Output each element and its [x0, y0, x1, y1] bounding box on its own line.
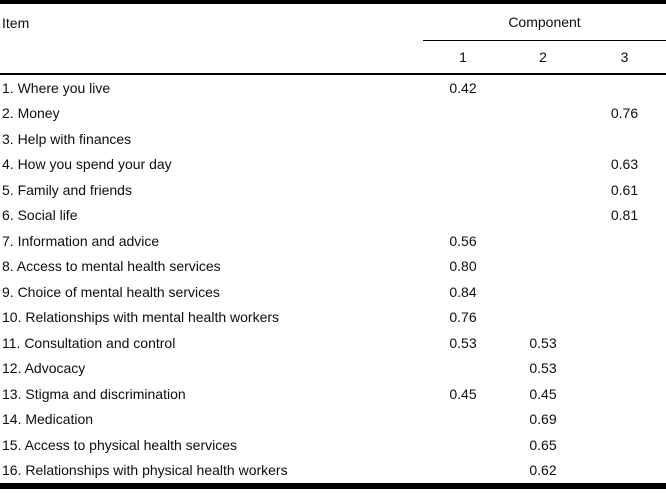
table-body: 1. Where you live 0.42 2. Money 0.76 3. … — [0, 74, 666, 486]
component-3-header: 3 — [583, 40, 666, 75]
table-row: 11. Consultation and control 0.53 0.53 — [0, 330, 666, 356]
item-label: 1. Where you live — [2, 79, 111, 96]
table-header: Item Component 1 2 3 — [0, 2, 666, 75]
loading-c1 — [423, 432, 503, 458]
table-row: 13. Stigma and discrimination 0.45 0.45 — [0, 381, 666, 407]
loading-c1 — [423, 177, 503, 203]
loading-c2: 0.53 — [529, 334, 557, 351]
loading-c3 — [583, 305, 666, 331]
item-label: 16. Relationships with physical health w… — [2, 462, 288, 479]
table-row: 3. Help with finances — [0, 126, 666, 152]
loading-c2 — [503, 254, 583, 280]
loading-c3 — [583, 407, 666, 433]
loading-c3 — [583, 432, 666, 458]
component-column-group-header: Component — [423, 2, 666, 41]
table-row: 6. Social life 0.81 — [0, 203, 666, 229]
table-row: 15. Access to physical health services 0… — [0, 432, 666, 458]
loading-c1: 0.56 — [449, 232, 477, 249]
loading-c2 — [503, 305, 583, 331]
table-row: 5. Family and friends 0.61 — [0, 177, 666, 203]
loading-c1: 0.45 — [449, 385, 477, 402]
item-label: 9. Choice of mental health services — [2, 283, 220, 300]
table-row: 4. How you spend your day 0.63 — [0, 152, 666, 178]
loading-c3 — [583, 279, 666, 305]
table-row: 14. Medication 0.69 — [0, 407, 666, 433]
loading-c1: 0.80 — [449, 258, 477, 275]
item-label: 4. How you spend your day — [2, 156, 172, 173]
item-label: 2. Money — [2, 105, 60, 122]
loading-c1 — [423, 458, 503, 487]
loading-c3 — [583, 126, 666, 152]
loading-c2: 0.45 — [529, 385, 557, 402]
loading-c3 — [583, 458, 666, 487]
loading-c2 — [503, 74, 583, 101]
loading-c3: 0.81 — [610, 207, 639, 224]
loading-c1 — [423, 356, 503, 382]
item-label: 8. Access to mental health services — [2, 258, 221, 275]
item-column-header: Item — [0, 2, 423, 75]
loading-c1 — [423, 203, 503, 229]
component-2-header: 2 — [503, 40, 583, 75]
item-label: 7. Information and advice — [2, 232, 160, 249]
table-row: 16. Relationships with physical health w… — [0, 458, 666, 487]
loading-c2 — [503, 101, 583, 127]
item-label: 3. Help with finances — [2, 130, 132, 147]
header-row-2: 1 2 3 — [0, 40, 666, 75]
loading-c2: 0.65 — [529, 436, 557, 453]
table-row: 10. Relationships with mental health wor… — [0, 305, 666, 331]
loading-c2 — [503, 279, 583, 305]
item-label: 11. Consultation and control — [2, 334, 176, 351]
item-label: 6. Social life — [2, 207, 78, 224]
loading-c1: 0.53 — [449, 334, 477, 351]
item-label: 5. Family and friends — [2, 181, 132, 198]
loading-c3 — [583, 228, 666, 254]
loading-c3: 0.63 — [610, 156, 639, 173]
table-row: 9. Choice of mental health services 0.84 — [0, 279, 666, 305]
loading-c2 — [503, 177, 583, 203]
table-row: 12. Advocacy 0.53 — [0, 356, 666, 382]
item-label: 13. Stigma and discrimination — [2, 385, 186, 402]
table-row: 2. Money 0.76 — [0, 101, 666, 127]
table-row: 8. Access to mental health services 0.80 — [0, 254, 666, 280]
loading-c1 — [423, 126, 503, 152]
loading-c2 — [503, 126, 583, 152]
component-1-header: 1 — [423, 40, 503, 75]
loading-c2: 0.53 — [529, 360, 557, 377]
item-label: 14. Medication — [2, 411, 94, 428]
loading-c2 — [503, 152, 583, 178]
loading-c3 — [583, 254, 666, 280]
loading-c1 — [423, 407, 503, 433]
loading-c3 — [583, 381, 666, 407]
loading-c3 — [583, 74, 666, 101]
table-row: 1. Where you live 0.42 — [0, 74, 666, 101]
item-label: 10. Relationships with mental health wor… — [2, 309, 280, 326]
loading-c1: 0.84 — [449, 283, 477, 300]
loading-c2: 0.62 — [529, 462, 557, 479]
loading-c1: 0.76 — [449, 309, 477, 326]
loading-c1 — [423, 152, 503, 178]
item-label: 15. Access to physical health services — [2, 436, 238, 453]
loading-c1 — [423, 101, 503, 127]
header-row-1: Item Component — [0, 2, 666, 75]
loading-c2: 0.69 — [529, 411, 557, 428]
loading-c2 — [503, 203, 583, 229]
loading-c3: 0.61 — [610, 181, 639, 198]
loading-c3 — [583, 330, 666, 356]
loading-c1: 0.42 — [449, 79, 477, 96]
table-row: 7. Information and advice 0.56 — [0, 228, 666, 254]
loading-c3 — [583, 356, 666, 382]
loading-c2 — [503, 228, 583, 254]
loading-c3: 0.76 — [610, 105, 639, 122]
item-label: 12. Advocacy — [2, 360, 86, 377]
